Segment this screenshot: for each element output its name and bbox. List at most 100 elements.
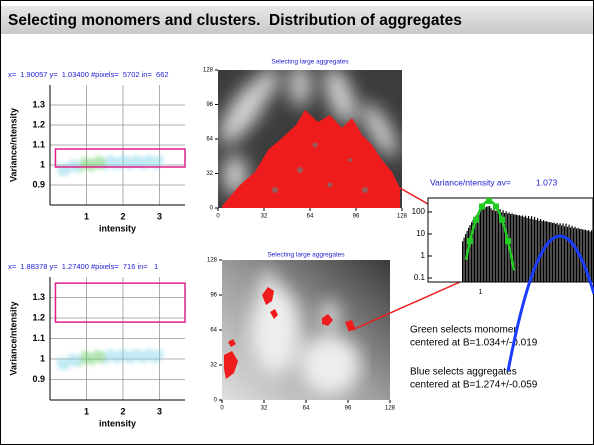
scatter-point bbox=[76, 354, 80, 358]
scatter-point bbox=[61, 362, 65, 366]
scatter-point bbox=[154, 161, 158, 165]
histogram-bar bbox=[486, 206, 488, 282]
scatter-point bbox=[70, 358, 74, 362]
scatter-point bbox=[131, 158, 135, 162]
scatter-point bbox=[111, 156, 115, 160]
histogram-bar bbox=[574, 226, 576, 282]
histogram-bar bbox=[522, 215, 524, 282]
scatter-point bbox=[147, 159, 151, 163]
scatter-point bbox=[159, 154, 163, 158]
scatter-point bbox=[145, 162, 149, 166]
fit-marker bbox=[505, 238, 511, 245]
connector bbox=[399, 187, 429, 205]
y-tick-label: 0 bbox=[214, 398, 218, 404]
scatter-point bbox=[64, 361, 68, 366]
histogram-bar bbox=[504, 213, 506, 282]
scatter-point bbox=[140, 351, 144, 355]
histogram-bar bbox=[586, 230, 588, 282]
y-tick-label: 1.2 bbox=[32, 312, 45, 322]
x-tick-label: 3 bbox=[157, 406, 162, 416]
histogram-bar bbox=[558, 224, 560, 282]
histogram-bar bbox=[493, 208, 495, 282]
x-tick-label: 96 bbox=[353, 214, 360, 220]
scatter-point bbox=[58, 366, 62, 370]
histogram-bar bbox=[474, 217, 476, 282]
scatter-point bbox=[132, 162, 136, 166]
histogram-bar bbox=[492, 210, 494, 282]
scatter-point bbox=[129, 359, 134, 364]
selected-spots bbox=[224, 287, 355, 379]
scatter-point bbox=[79, 355, 83, 359]
scatter-point bbox=[159, 348, 163, 352]
scatter-point bbox=[62, 366, 66, 370]
scatter-point bbox=[82, 351, 86, 355]
scatter-point bbox=[83, 161, 87, 166]
x-tick-label: 2 bbox=[120, 406, 125, 416]
scatter-point bbox=[121, 159, 125, 163]
histogram-bar bbox=[556, 222, 558, 282]
histogram-bar bbox=[480, 210, 482, 282]
scatter-point bbox=[153, 156, 157, 161]
histogram-bar bbox=[475, 215, 477, 282]
scatter-point bbox=[119, 162, 123, 167]
scatter-point bbox=[118, 352, 122, 356]
histogram-bar bbox=[484, 207, 486, 282]
scatter-point bbox=[117, 360, 121, 364]
histogram-bar bbox=[520, 216, 522, 282]
histogram-bar bbox=[529, 218, 531, 282]
y-axis-label: Variance/ntensity bbox=[8, 301, 18, 375]
y-tick-label: 1 bbox=[40, 159, 45, 169]
y-tick-label: 0.1 bbox=[414, 273, 426, 282]
scatter-point bbox=[65, 172, 69, 176]
scatter-point bbox=[57, 362, 61, 366]
scatter-point bbox=[83, 355, 87, 360]
fit-marker bbox=[499, 216, 505, 223]
y-tick-label: 1.2 bbox=[32, 119, 45, 129]
scatter-point bbox=[80, 359, 85, 363]
fit-marker bbox=[467, 238, 473, 245]
scatter-point bbox=[97, 358, 101, 363]
histogram-bar bbox=[462, 241, 464, 282]
scatter-point bbox=[139, 358, 143, 362]
scatter-point bbox=[93, 358, 97, 362]
scatter-point bbox=[146, 154, 150, 159]
histogram-bar bbox=[555, 223, 557, 282]
scatter-point bbox=[160, 159, 164, 163]
scatter-point bbox=[150, 160, 155, 164]
scatter-point bbox=[75, 362, 79, 366]
scatter-point bbox=[118, 158, 122, 162]
histogram-bar bbox=[472, 219, 474, 282]
image-title: Selecting large aggregates bbox=[271, 59, 349, 66]
scatter-point bbox=[132, 356, 136, 360]
scatter-point bbox=[115, 161, 120, 166]
scatter-point bbox=[155, 359, 159, 363]
plot-header: x= 1.90057 y= 1.03400 #pixels= 5702 in= … bbox=[8, 70, 169, 79]
y-tick-label: 128 bbox=[203, 68, 214, 74]
scatter-point bbox=[56, 358, 60, 362]
scatter-point bbox=[78, 363, 82, 367]
x-tick-label: 0 bbox=[216, 214, 220, 220]
y-tick-label: 1 bbox=[40, 353, 45, 363]
scatter-point bbox=[136, 156, 141, 160]
histogram-bar bbox=[499, 209, 501, 282]
scatter-point bbox=[141, 161, 145, 165]
histogram-bar bbox=[570, 227, 572, 282]
fit-marker bbox=[493, 203, 499, 210]
scatter-point bbox=[59, 358, 64, 362]
scatter-point bbox=[143, 158, 148, 162]
selection-box bbox=[54, 148, 186, 168]
x-tick-label: 128 bbox=[397, 214, 408, 220]
scatter-point bbox=[133, 348, 137, 353]
micrograph bbox=[222, 260, 390, 400]
histogram-bars bbox=[462, 206, 594, 282]
scatter-point bbox=[82, 157, 86, 161]
scatter-point bbox=[62, 172, 66, 176]
scatter-point bbox=[128, 355, 132, 359]
connector bbox=[351, 273, 479, 331]
histogram-bar bbox=[495, 211, 497, 282]
histogram-bar bbox=[582, 229, 584, 282]
histogram-bar bbox=[546, 221, 548, 282]
scatter-point bbox=[135, 163, 139, 167]
scatter-point bbox=[143, 352, 148, 356]
